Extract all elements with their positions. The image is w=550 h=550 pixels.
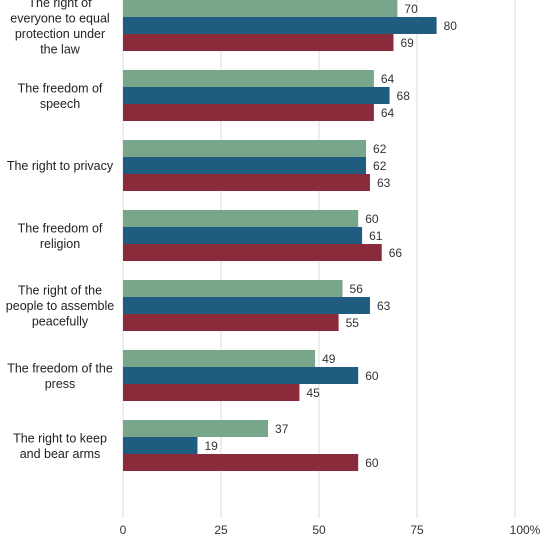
bars xyxy=(123,0,437,471)
x-tick-label: 50 xyxy=(312,523,326,537)
x-tick-label: 100% xyxy=(510,523,541,537)
bar xyxy=(123,297,370,314)
bar xyxy=(123,227,363,244)
category-label: The right of xyxy=(28,0,92,10)
category-label: The freedom of the xyxy=(7,361,113,375)
bar xyxy=(123,17,437,34)
bar-value-label: 60 xyxy=(365,456,379,470)
bar-value-label: 55 xyxy=(346,316,360,330)
bar-value-label: 64 xyxy=(381,106,395,120)
bar-value-label: 62 xyxy=(373,142,387,156)
bar xyxy=(123,420,269,437)
x-tick-label: 25 xyxy=(214,523,228,537)
category-label: The right to privacy xyxy=(7,159,114,173)
bar xyxy=(123,157,367,174)
bar xyxy=(123,454,359,471)
x-axis-ticks: 0 25 50 75 100% xyxy=(120,523,541,537)
bar-value-label: 49 xyxy=(322,352,336,366)
bar xyxy=(123,174,370,191)
category-label: protection under xyxy=(15,27,105,41)
bar xyxy=(123,384,300,401)
bar xyxy=(123,314,339,331)
category-label: religion xyxy=(40,237,80,251)
bar xyxy=(123,280,343,297)
category-label: The freedom of xyxy=(18,81,103,95)
bar xyxy=(123,437,198,454)
bar xyxy=(123,140,367,157)
bar-value-label: 19 xyxy=(204,439,218,453)
bar xyxy=(123,210,359,227)
bar-value-label: 66 xyxy=(389,246,403,260)
bar xyxy=(123,244,382,261)
x-tick-label: 75 xyxy=(410,523,424,537)
bar xyxy=(123,0,398,17)
bar-value-label: 37 xyxy=(275,422,289,436)
bar xyxy=(123,350,316,367)
bar-value-label: 61 xyxy=(369,229,383,243)
category-label: people to assemble xyxy=(6,299,114,313)
bar-value-label: 68 xyxy=(397,89,411,103)
category-label: The right to keep xyxy=(13,431,107,445)
bar xyxy=(123,70,374,87)
bar xyxy=(123,104,374,121)
bar-value-label: 64 xyxy=(381,72,395,86)
category-label: the law xyxy=(40,42,81,56)
bar-value-label: 60 xyxy=(365,212,379,226)
bar-value-label: 62 xyxy=(373,159,387,173)
value-labels: 7270806964686462626360616656635549604537… xyxy=(204,2,458,470)
bar-value-label: 60 xyxy=(365,369,379,383)
category-label: The right of the xyxy=(18,284,102,298)
category-label: The freedom of xyxy=(18,221,103,235)
category-label: speech xyxy=(40,97,80,111)
bar-value-label: 63 xyxy=(377,176,391,190)
bar-value-label: 69 xyxy=(400,36,414,50)
bar-value-label: 63 xyxy=(377,299,391,313)
bar xyxy=(123,87,390,104)
bar xyxy=(123,367,359,384)
category-label: and bear arms xyxy=(20,447,101,461)
category-label: peacefully xyxy=(32,315,89,329)
bar-value-label: 80 xyxy=(444,19,458,33)
bar-value-label: 56 xyxy=(350,282,364,296)
x-tick-label: 0 xyxy=(120,523,127,537)
category-label: everyone to equal xyxy=(10,11,109,25)
bar-value-label: 70 xyxy=(404,2,418,16)
bar-value-label: 45 xyxy=(306,386,320,400)
category-label: press xyxy=(45,377,76,391)
bar xyxy=(123,34,394,51)
